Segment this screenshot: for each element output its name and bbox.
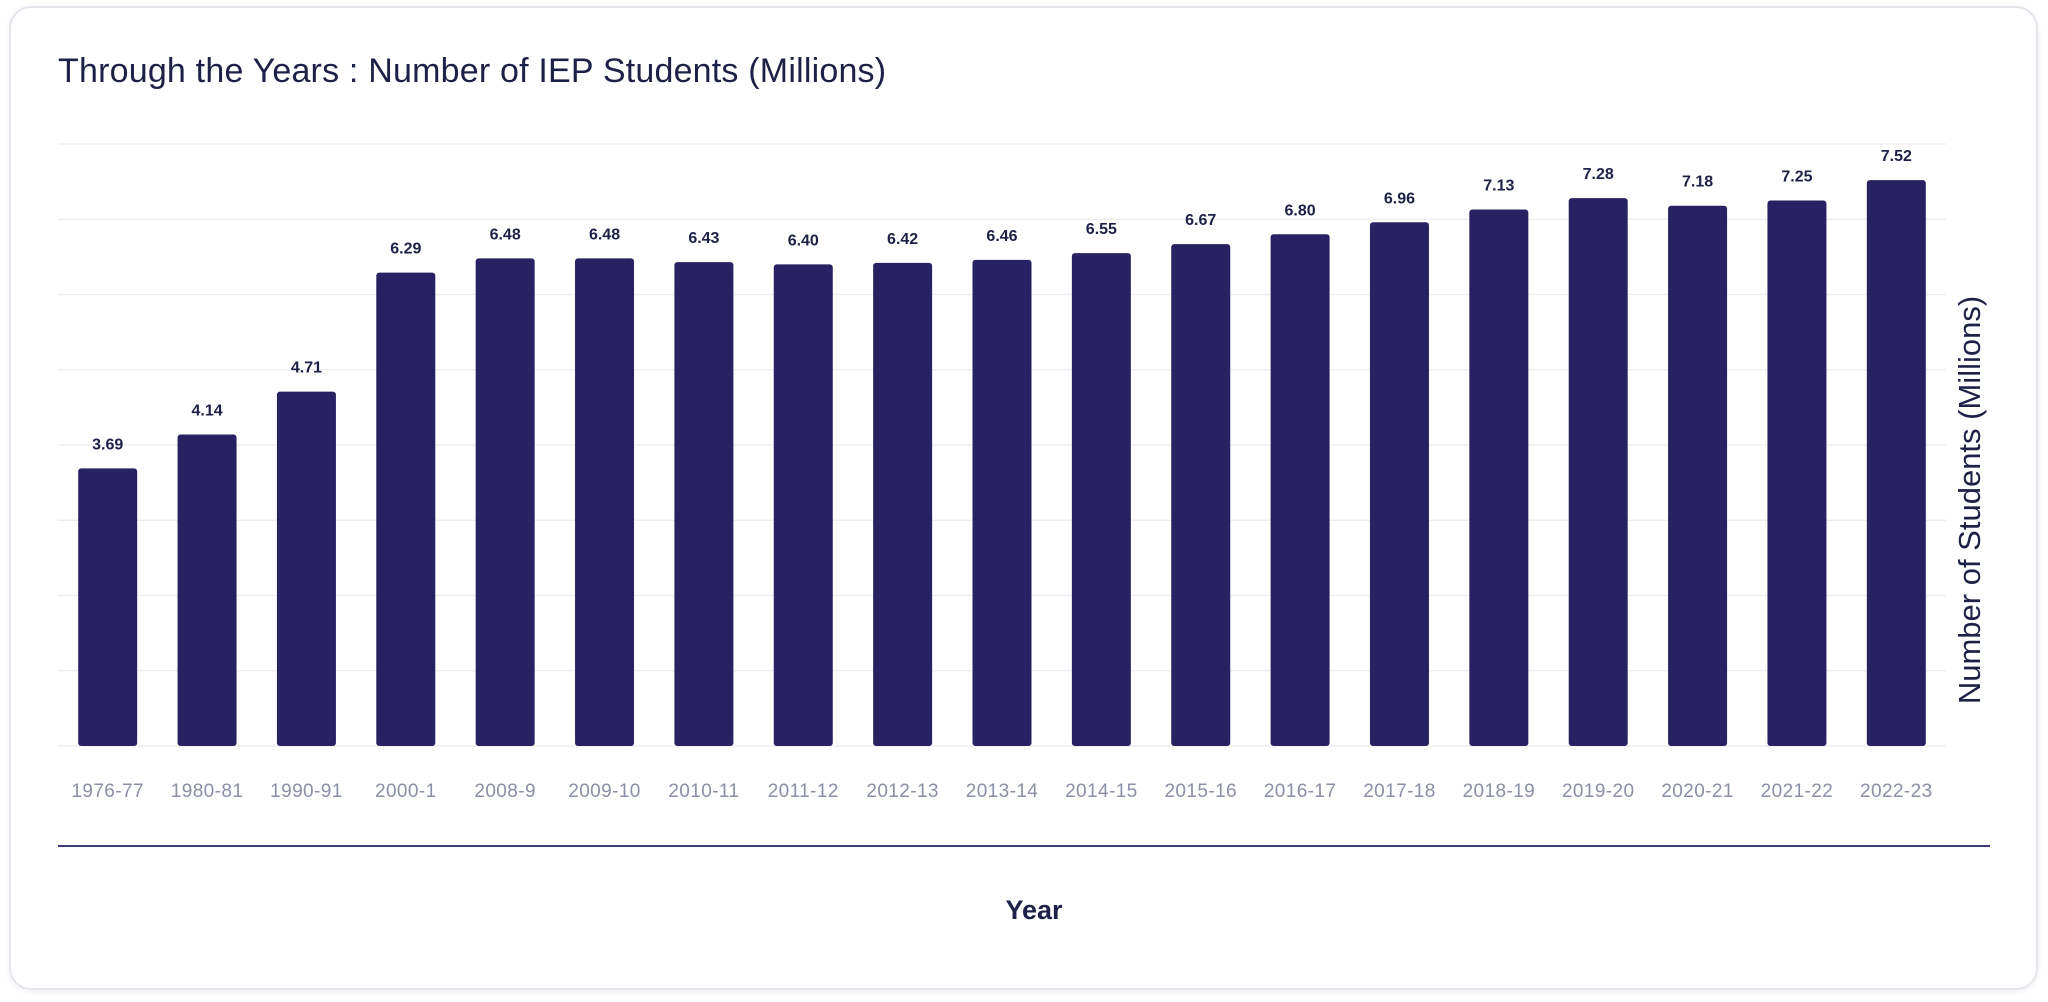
bar-value-label: 6.48	[589, 226, 620, 243]
bar-value-label: 6.67	[1185, 212, 1216, 229]
x-tick-label: 1990-91	[270, 781, 343, 802]
x-tick-label: 2020-21	[1661, 781, 1734, 802]
bar-value-label: 6.40	[788, 232, 819, 249]
x-tick-labels: 1976-77 1980-81 1990-91 2000-1 2008-9 2009-10…	[71, 781, 1932, 802]
x-tick-label: 2015-16	[1164, 781, 1237, 802]
bar-value-label: 6.29	[390, 241, 421, 258]
x-tick-label: 2009-10	[568, 781, 641, 802]
bar[interactable]	[1469, 209, 1529, 746]
bar[interactable]	[1767, 200, 1827, 746]
bar[interactable]	[1668, 205, 1728, 746]
bar-value-label: 7.52	[1881, 148, 1912, 165]
x-tick-label: 2016-17	[1264, 781, 1337, 802]
x-tick-label: 2008-9	[474, 781, 536, 802]
bar-value-label: 6.42	[887, 231, 918, 248]
bar[interactable]	[78, 468, 138, 746]
bar-value-label: 6.55	[1086, 221, 1117, 238]
bar[interactable]	[475, 258, 535, 746]
x-tick-label: 2017-18	[1363, 781, 1436, 802]
bar[interactable]	[177, 434, 237, 746]
y-axis-title: Number of Students (Millions)	[1952, 296, 1987, 704]
x-tick-label: 1980-81	[171, 781, 244, 802]
bar[interactable]	[972, 259, 1032, 746]
x-tick-label: 2022-23	[1860, 781, 1933, 802]
bar-value-label: 7.13	[1483, 177, 1514, 194]
bar[interactable]	[674, 262, 734, 746]
x-tick-label: 2014-15	[1065, 781, 1138, 802]
bar[interactable]	[376, 272, 436, 746]
bar-value-labels: 3.69 4.14 4.71 6.29 6.48 6.48 6.43 6.40 6.42 6.46…	[92, 148, 1912, 453]
bar[interactable]	[1270, 234, 1330, 747]
bar[interactable]	[575, 258, 635, 746]
bar-value-label: 7.28	[1583, 166, 1614, 183]
bar[interactable]	[276, 391, 336, 746]
x-tick-label: 2013-14	[966, 781, 1039, 802]
bar-value-label: 7.18	[1682, 174, 1713, 191]
chart-title: Through the Years : Number of IEP Studen…	[58, 52, 887, 90]
bar[interactable]	[1071, 253, 1131, 747]
bar-value-label: 6.48	[490, 226, 521, 243]
bar-value-label: 6.96	[1384, 190, 1415, 207]
bars	[78, 180, 1926, 747]
x-tick-label: 2021-22	[1761, 781, 1834, 802]
x-tick-label: 2012-13	[866, 781, 939, 802]
bar-value-label: 4.14	[191, 402, 222, 419]
x-tick-label: 2018-19	[1463, 781, 1536, 802]
bar-value-label: 6.46	[986, 228, 1017, 245]
bar-value-label: 7.25	[1781, 168, 1812, 185]
bar[interactable]	[773, 264, 833, 746]
bar[interactable]	[1568, 198, 1628, 746]
bar-value-label: 3.69	[92, 436, 123, 453]
bar-value-label: 6.43	[688, 230, 719, 247]
bar-value-label: 4.71	[291, 360, 322, 377]
x-tick-label: 2019-20	[1562, 781, 1635, 802]
bar[interactable]	[1866, 180, 1926, 746]
x-tick-label: 2010-11	[668, 781, 739, 802]
x-tick-label: 1976-77	[71, 781, 144, 802]
bar[interactable]	[873, 262, 933, 746]
bar[interactable]	[1369, 222, 1429, 746]
x-tick-label: 2000-1	[375, 781, 437, 802]
bar[interactable]	[1171, 244, 1231, 746]
bar-value-label: 6.80	[1285, 202, 1316, 219]
x-tick-label: 2011-12	[768, 781, 839, 802]
x-axis-title: Year	[1005, 895, 1063, 925]
